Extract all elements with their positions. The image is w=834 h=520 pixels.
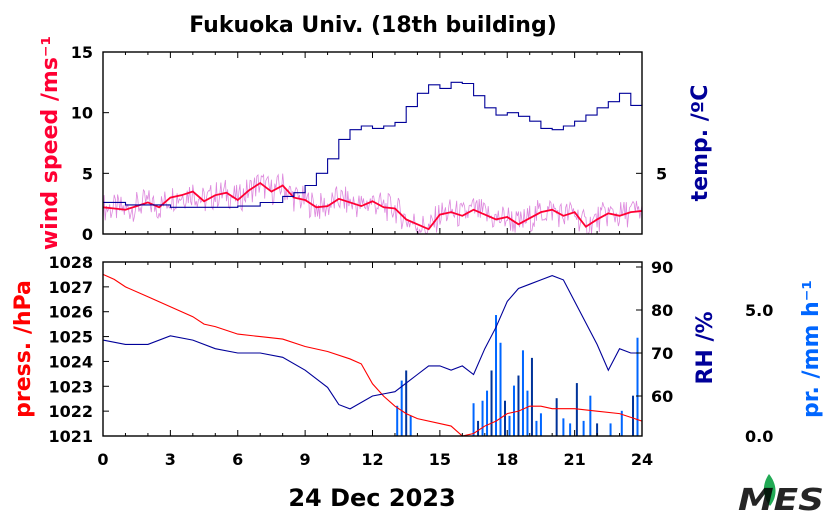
precipitation-bar [620,410,623,436]
temp-tick-label: 5 [656,164,667,183]
rh-tick-label: 80 [651,301,673,320]
precipitation-bar [504,400,507,436]
precipitation-bar [495,315,498,436]
precipitation-bar [521,350,524,436]
precipitation-bar [530,357,533,436]
precipitation-bar [499,342,502,436]
wind-speed-line [102,181,643,231]
precipitation-bar [512,385,515,436]
precipitation-bar [472,403,475,436]
precipitation-bar [582,420,585,436]
precipitation-bar [405,370,408,436]
x-tick-label: 15 [429,450,451,469]
pressure-tick-label: 1023 [48,377,93,396]
x-tick-label: 0 [97,450,108,469]
wind-speed-axis-label: wind speed /ms⁻¹ [38,36,63,250]
logo-leaf-icon [763,474,776,506]
temperature-line [103,81,643,208]
wind-tick-label: 5 [82,164,93,183]
precipitation-bar [555,398,558,436]
x-tick-label: 3 [165,450,176,469]
logo-text: MES [738,483,824,518]
x-tick-label: 12 [361,450,383,469]
pressure-tick-label: 1028 [48,253,93,272]
pressure-line [102,273,643,437]
precipitation-bar [400,380,403,436]
precip-tick-label: 0.0 [745,427,773,446]
rh-tick-label: 70 [651,344,673,363]
temperature-axis-label: temp. /ºC [688,85,713,202]
pressure-axis-label: press. /hPa [11,280,36,418]
precipitation-bar [396,405,399,436]
precipitation-bar [589,395,592,436]
wind-tick-label: 0 [82,225,93,244]
wind-tick-label: 10 [71,104,93,123]
precipitation-bar [609,423,612,436]
precipitation-bar [526,390,529,436]
x-tick-label: 9 [300,450,311,469]
date-label: 24 Dec 2023 [288,484,455,512]
pressure-tick-label: 1024 [48,352,93,371]
precipitation-bar [575,383,578,436]
rh-tick-label: 60 [651,387,673,406]
bottom-panel-frame [102,261,643,437]
precipitation-bar [636,337,639,436]
pressure-tick-label: 1026 [48,303,93,322]
humidity-line [102,275,642,410]
precipitation-bar [539,413,542,436]
x-tick-label: 6 [232,450,243,469]
precipitation-bar [535,420,538,436]
pressure-tick-label: 1022 [48,402,93,421]
chart-title: Fukuoka Univ. (18th building) [189,13,557,38]
wind-gust-line [102,173,643,235]
x-tick-label: 21 [563,450,585,469]
x-tick-label: 18 [496,450,518,469]
precipitation-bar [596,423,599,436]
pressure-tick-label: 1021 [48,427,93,446]
pressure-tick-label: 1025 [48,328,93,347]
precipitation-bar [569,423,572,436]
precipitation-bar [632,395,635,436]
precipitation-bar [477,420,480,436]
precipitation-bar [508,415,511,436]
wind-tick-label: 15 [71,43,93,62]
precipitation-bar [409,415,412,436]
precip-tick-label: 5.0 [745,301,773,320]
precipitation-bar [562,418,565,436]
humidity-axis-label: RH /% [693,311,718,384]
precipitation-bar [481,400,484,436]
mes-logo: MES [738,474,824,518]
rh-tick-label: 90 [651,258,673,277]
precipitation-bar [517,375,520,436]
top-panel: 0 5 10 15 5 wind speed /ms⁻¹ temp. /ºC [38,36,713,250]
precipitation-bar [490,370,493,436]
pressure-tick-label: 1027 [48,278,93,297]
precipitation-axis-label: pr. /mm h⁻¹ [799,280,824,418]
x-tick-label: 24 [631,450,653,469]
bottom-panel: 0 3 6 9 12 15 18 21 24 1021 1022 1023 1024 1025 1026 10… [11,253,824,469]
precipitation-bar [486,390,489,436]
